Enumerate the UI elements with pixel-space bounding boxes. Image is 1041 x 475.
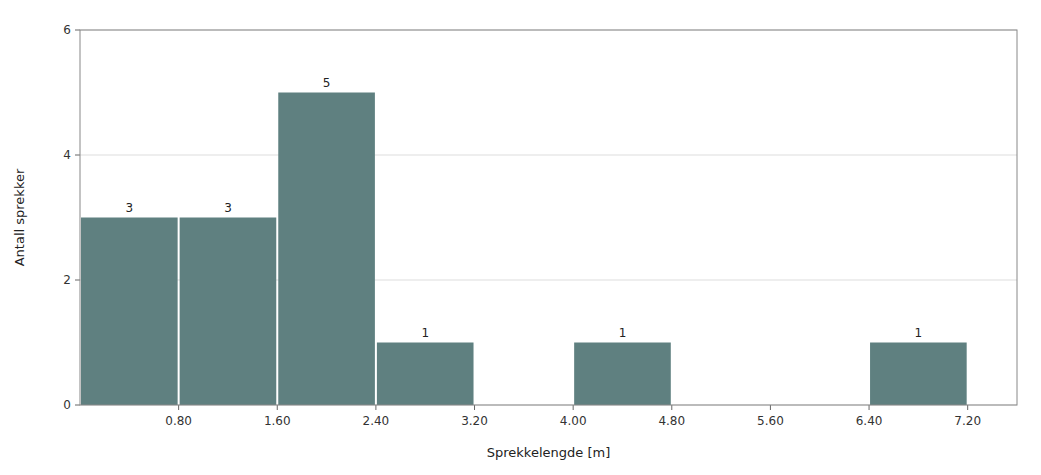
tick-label: 0.80 [165,414,192,428]
data-label: 1 [421,326,429,340]
tick-mark [967,405,968,410]
tick-label: 3.20 [461,414,488,428]
chart: 0 2 4 6 0.80 1.60 2.40 3.20 4.00 4.80 5.60 6.40 7.20… [0,0,1041,475]
data-label: 3 [125,201,133,215]
tick-mark [573,405,574,410]
tick-label: 4.80 [658,414,685,428]
tick-label: 7.20 [954,414,981,428]
grid-line [80,155,1017,156]
tick-mark [75,280,80,281]
tick-mark [75,30,80,31]
data-label: 1 [619,326,627,340]
tick-mark [770,405,771,410]
tick-label: 2.40 [363,414,390,428]
bar [81,218,178,406]
tick-label: 0 [63,398,71,412]
bars [81,93,967,406]
data-label: 3 [224,201,232,215]
bar [574,343,671,406]
tick-mark [869,405,870,410]
tick-label: 4.00 [560,414,587,428]
tick-mark [75,155,80,156]
page: {"chart_data": {"type": "histogram", "bi… [0,0,1041,475]
plot-background [80,30,1017,405]
tick-label: 4 [63,148,71,162]
x-axis-label: Sprekkelengde [m] [487,445,610,460]
tick-mark [75,405,80,406]
tick-label: 6 [63,23,71,37]
plot-frame [80,30,1017,405]
tick-mark [178,405,179,410]
data-label: 1 [915,326,923,340]
tick-label: 2 [63,273,71,287]
tick-mark [474,405,475,410]
x-axis: 0.80 1.60 2.40 3.20 4.00 4.80 5.60 6.40 7.20 [165,405,981,428]
tick-mark [375,405,376,410]
tick-label: 1.60 [264,414,291,428]
bar [377,343,474,406]
data-label: 5 [323,76,331,90]
data-labels: 3 3 5 1 1 1 [125,76,922,340]
tick-mark [277,405,278,410]
tick-label: 5.60 [757,414,784,428]
y-axis-label: Antall sprekker [12,168,27,266]
bar [180,218,277,406]
bar [278,93,375,406]
bar [870,343,967,406]
tick-label: 6.40 [856,414,883,428]
y-axis: 0 2 4 6 [63,23,1017,412]
tick-mark [671,405,672,410]
